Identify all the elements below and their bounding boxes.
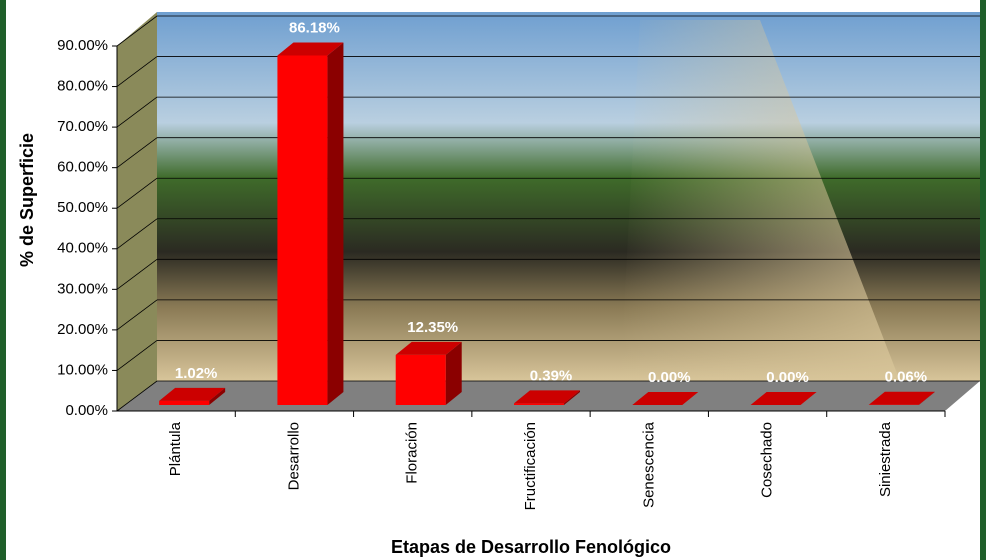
bar xyxy=(514,403,564,405)
y-tick-label: 30.00% xyxy=(57,280,108,297)
value-label: 86.18% xyxy=(289,19,340,36)
y-tick-label: 90.00% xyxy=(57,37,108,54)
value-label: 0.00% xyxy=(648,369,691,386)
bar xyxy=(159,401,209,405)
y-axis-title: % de Superficie xyxy=(17,133,37,267)
y-tick-label: 20.00% xyxy=(57,321,108,338)
x-tick-label: Plántula xyxy=(167,421,184,476)
frame xyxy=(0,0,6,560)
chart: % de Superficie Etapas de Desarrollo Fen… xyxy=(0,0,986,560)
x-tick-label: Senescencia xyxy=(640,421,657,508)
value-label: 0.39% xyxy=(530,367,573,384)
y-tick-label: 50.00% xyxy=(57,199,108,216)
y-tick-label: 10.00% xyxy=(57,361,108,378)
value-label: 1.02% xyxy=(175,365,218,382)
value-label: 0.06% xyxy=(885,369,928,386)
y-tick-label: 80.00% xyxy=(57,78,108,95)
x-tick-label: Cosechado xyxy=(759,422,776,498)
x-tick-label: Siniestrada xyxy=(877,421,894,497)
value-label: 12.35% xyxy=(407,319,458,336)
frame xyxy=(980,0,986,560)
y-tick-label: 70.00% xyxy=(57,118,108,135)
x-tick-label: Desarrollo xyxy=(285,422,302,490)
bar xyxy=(277,55,327,405)
x-tick-label: Floración xyxy=(404,422,421,484)
y-tick-label: 0.00% xyxy=(65,402,108,419)
y-tick-label: 40.00% xyxy=(57,240,108,257)
x-tick-label: Fructificación xyxy=(522,422,539,510)
x-axis-title: Etapas de Desarrollo Fenológico xyxy=(391,537,671,557)
value-label: 0.00% xyxy=(766,369,809,386)
bar-side xyxy=(327,42,343,405)
y-tick-label: 60.00% xyxy=(57,159,108,176)
bar xyxy=(396,355,446,405)
